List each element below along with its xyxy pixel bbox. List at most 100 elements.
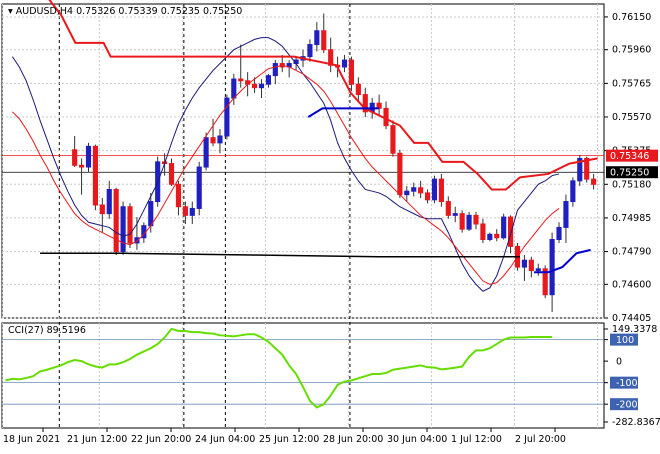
- cci-line: [5, 327, 553, 409]
- candle-body: [251, 83, 258, 89]
- price-tag: 0.75250: [606, 166, 658, 179]
- stop-line: [40, 252, 520, 258]
- candle-body: [480, 223, 486, 241]
- candle-body: [397, 152, 403, 196]
- price-tick-label: 0.74600: [612, 279, 651, 290]
- candle-body: [92, 145, 98, 206]
- candle-body: [473, 214, 479, 225]
- candle-body: [355, 83, 361, 96]
- candle-body: [563, 201, 569, 228]
- candle-body: [85, 145, 92, 168]
- symbol-title: ▾ AUDUSD,H4 0.75326 0.75339 0.75235 0.75…: [8, 6, 242, 17]
- moving-average-line: [12, 64, 560, 285]
- candle-body: [210, 137, 216, 144]
- candle-body: [224, 97, 230, 137]
- candle-body: [362, 94, 368, 113]
- stop-line: [534, 248, 591, 274]
- candle-body: [238, 78, 244, 82]
- time-tick-label: 2 Jul 20:00: [515, 434, 566, 445]
- candle-body: [314, 30, 320, 46]
- chart-headers: ▾ AUDUSD,H4 0.75326 0.75339 0.75235 0.75…: [8, 6, 242, 336]
- candle-body: [404, 190, 410, 196]
- time-axis: 18 Jun 2021 21 Jun 12:00 22 Jun 20:00 24 Ju…: [3, 428, 566, 445]
- time-tick-label: 25 Jun 12:00: [259, 434, 319, 445]
- candle-body: [196, 166, 202, 209]
- price-tag-label: 0.75250: [610, 168, 649, 179]
- candle-body: [217, 135, 223, 144]
- candle-body: [535, 268, 541, 272]
- candle-body: [203, 137, 209, 168]
- candle-body: [120, 206, 126, 253]
- price-panel: 0.761500.759600.757650.755700.753750.751…: [1, 0, 658, 428]
- candle-body: [127, 206, 133, 244]
- candle-body: [584, 157, 590, 180]
- candle-body: [231, 78, 237, 99]
- candle-body: [99, 204, 105, 215]
- candle-body: [390, 125, 396, 154]
- candle-body: [321, 30, 327, 51]
- candle-body: [591, 178, 597, 185]
- candle-body: [148, 201, 154, 227]
- time-tick-label: 24 Jun 04:00: [195, 434, 255, 445]
- time-tick-label: 18 Jun 2021: [3, 434, 60, 445]
- moving-average-line: [11, 37, 560, 292]
- candle-body: [258, 83, 265, 89]
- candle-body: [328, 49, 334, 66]
- price-tick-label: 0.75180: [612, 179, 651, 190]
- candle-body: [376, 102, 382, 109]
- candle-body: [438, 178, 444, 203]
- candle-body: [78, 164, 85, 168]
- cci-level-tag-box: [610, 333, 638, 346]
- candle-body: [189, 207, 195, 216]
- candle-body: [466, 214, 472, 230]
- cci-level-tag: 100: [610, 333, 638, 346]
- candle-body: [307, 44, 313, 58]
- candle-body: [341, 59, 348, 68]
- candle-body: [452, 213, 458, 216]
- cci-tick-label: 0: [616, 357, 622, 368]
- candle-body: [424, 192, 431, 201]
- cci-tick-label: 149.3378: [612, 324, 657, 335]
- candle-body: [445, 201, 451, 216]
- price-tick-label: 0.74790: [612, 247, 651, 258]
- cci-level-tag: 0: [616, 357, 622, 368]
- price-tick-label: 0.74405: [612, 313, 651, 324]
- candle-body: [175, 183, 182, 208]
- price-tick-label: 0.75960: [612, 45, 651, 56]
- candle-body: [168, 163, 175, 185]
- candle-body: [528, 259, 534, 272]
- stop-line: [48, 0, 598, 191]
- candle-body: [577, 157, 583, 182]
- candle-body: [549, 239, 555, 296]
- cci-tick-label: -282.8367: [612, 417, 660, 428]
- cci-tick-label: 100: [616, 335, 634, 346]
- candle-body: [521, 259, 528, 268]
- candle-body: [182, 206, 188, 216]
- candle-body: [542, 268, 548, 296]
- price-tick-label: 0.75765: [612, 78, 651, 89]
- time-tick-label: 1 Jul 12:00: [451, 434, 502, 445]
- candle-body: [411, 187, 417, 192]
- candle-body: [265, 75, 271, 85]
- candle-body: [113, 188, 119, 253]
- cci-level-tag-box: [610, 398, 638, 411]
- time-tick-label: 22 Jun 20:00: [131, 434, 191, 445]
- cci-title: CCI(27) 89.5196: [8, 325, 86, 336]
- cci-level-tag: -100: [610, 376, 638, 389]
- candle-body: [501, 216, 507, 239]
- cci-tick-label: -100: [616, 378, 638, 389]
- candle-body: [556, 226, 562, 241]
- price-tag-box: [606, 149, 658, 162]
- candle-body: [134, 237, 140, 244]
- price-tick-label: 0.75570: [612, 112, 651, 123]
- candle-body: [487, 233, 493, 240]
- candle-body: [106, 188, 112, 215]
- price-tick-label: 0.76150: [612, 12, 651, 23]
- cci-level-tag-box: [610, 376, 638, 389]
- candle-body: [508, 216, 514, 247]
- cci-level-tag: -200: [610, 398, 638, 411]
- candle-body: [570, 180, 576, 203]
- time-tick-label: 30 Jun 04:00: [387, 434, 447, 445]
